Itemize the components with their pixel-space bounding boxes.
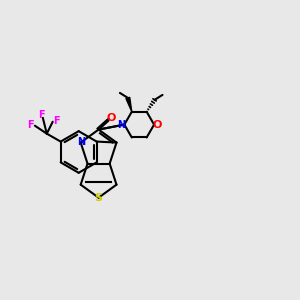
Text: O: O — [152, 120, 162, 130]
Text: F: F — [38, 110, 45, 120]
Text: F: F — [28, 120, 34, 130]
Text: S: S — [94, 193, 103, 203]
Text: N: N — [76, 136, 85, 147]
Text: O: O — [107, 113, 116, 123]
Polygon shape — [126, 97, 132, 112]
Text: F: F — [53, 116, 60, 126]
Text: N: N — [117, 120, 125, 130]
